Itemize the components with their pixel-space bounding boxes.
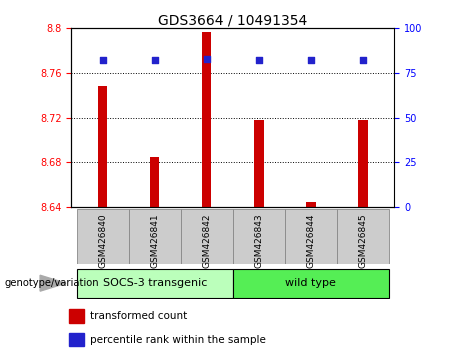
Text: genotype/variation: genotype/variation: [5, 278, 99, 287]
Text: GSM426843: GSM426843: [254, 213, 263, 268]
Point: [203, 56, 211, 62]
Bar: [254, 120, 264, 207]
Point: [151, 58, 159, 63]
Point: [255, 58, 262, 63]
Bar: [69, 309, 84, 323]
Bar: [181, 209, 233, 264]
Bar: [202, 32, 212, 207]
Text: GSM426840: GSM426840: [98, 213, 107, 268]
Bar: [233, 209, 285, 264]
Bar: [129, 209, 181, 264]
Bar: [285, 209, 337, 264]
Point: [99, 58, 106, 63]
Point: [359, 58, 366, 63]
Bar: [233, 269, 389, 297]
Bar: [337, 209, 389, 264]
Bar: [77, 209, 129, 264]
Bar: [150, 157, 160, 207]
Bar: [77, 269, 233, 297]
Text: wild type: wild type: [285, 278, 337, 287]
Bar: [358, 120, 367, 207]
Text: percentile rank within the sample: percentile rank within the sample: [89, 335, 266, 344]
Polygon shape: [40, 275, 66, 291]
Point: [307, 58, 314, 63]
Text: GSM426844: GSM426844: [307, 213, 315, 268]
Text: GSM426845: GSM426845: [358, 213, 367, 268]
Bar: [98, 86, 107, 207]
Title: GDS3664 / 10491354: GDS3664 / 10491354: [158, 13, 307, 27]
Text: GSM426842: GSM426842: [202, 213, 211, 268]
Text: SOCS-3 transgenic: SOCS-3 transgenic: [102, 278, 207, 287]
Bar: [306, 201, 316, 207]
Text: GSM426841: GSM426841: [150, 213, 159, 268]
Text: transformed count: transformed count: [89, 311, 187, 321]
Bar: [69, 333, 84, 347]
